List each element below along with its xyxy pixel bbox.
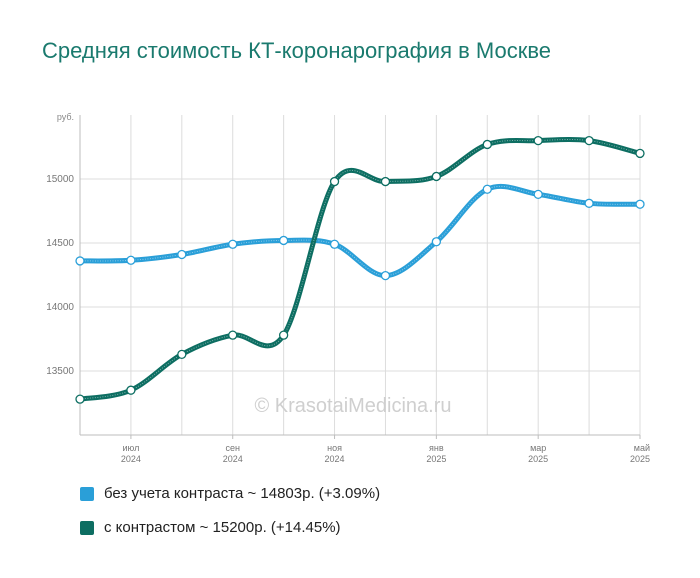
x-tick-label-month: июл <box>122 443 139 453</box>
x-axis-ticks: июл2024сен2024ноя2024янв2025мар2025май20… <box>121 435 650 464</box>
data-point <box>177 249 187 260</box>
series-line-texture-2 <box>79 138 641 400</box>
data-point <box>584 198 594 208</box>
x-tick-label-year: 2025 <box>528 454 548 464</box>
data-point <box>75 394 85 404</box>
y-tick-label: 14500 <box>46 238 74 249</box>
x-tick-label-year: 2024 <box>121 454 141 464</box>
data-point <box>380 270 391 281</box>
legend-swatch-no-contrast <box>80 486 94 501</box>
legend-label-no-contrast: без учета контраста ~ 14803р. (+3.09%) <box>104 485 381 502</box>
data-point <box>380 176 391 187</box>
y-tick-label: 15000 <box>46 174 74 185</box>
chart-title: Средняя стоимость КТ-коронарография в Мо… <box>42 38 551 63</box>
data-point <box>126 385 136 395</box>
data-point <box>177 349 187 360</box>
y-axis-ticks: 13500 14000 14500 15000 <box>46 174 74 377</box>
data-point <box>329 239 340 249</box>
x-tick-label-month: ноя <box>327 443 342 453</box>
data-point <box>635 199 645 209</box>
data-point <box>635 148 645 159</box>
data-point <box>482 139 492 150</box>
x-tick-label-month: янв <box>429 443 444 453</box>
legend-item-no-contrast: без учета контраста ~ 14803р. (+3.09%) <box>80 485 380 502</box>
y-tick-label: 13500 <box>46 366 74 377</box>
data-point <box>431 237 442 247</box>
grid-lines <box>79 115 641 436</box>
data-point <box>533 135 543 146</box>
x-tick-label-month: май <box>634 443 650 453</box>
data-point <box>533 189 543 200</box>
series-line-texture-1 <box>79 185 641 277</box>
data-point <box>126 255 136 265</box>
y-tick-label: 14000 <box>46 302 74 313</box>
legend-swatch-contrast <box>80 520 94 535</box>
legend-item-contrast: с контрастом ~ 15200р. (+14.45%) <box>80 519 341 536</box>
legend-label-contrast: с контрастом ~ 15200р. (+14.45%) <box>104 519 341 536</box>
x-tick-label-year: 2025 <box>630 454 650 464</box>
data-point <box>228 239 238 249</box>
x-tick-label-year: 2024 <box>325 454 345 464</box>
data-point <box>329 176 340 187</box>
data-point <box>278 235 289 246</box>
data-point <box>482 184 492 194</box>
data-point <box>584 135 594 146</box>
data-point <box>228 330 238 340</box>
x-tick-label-month: сен <box>225 443 240 453</box>
data-point <box>278 330 289 340</box>
data-point <box>75 256 85 266</box>
x-tick-label-month: мар <box>530 443 546 453</box>
x-tick-label-year: 2024 <box>223 454 243 464</box>
x-tick-label-year: 2025 <box>426 454 446 464</box>
series-lines <box>75 135 645 404</box>
data-point <box>431 171 442 182</box>
watermark: © KrasotaiMedicina.ru <box>254 395 451 417</box>
series-line-2 <box>77 136 643 402</box>
y-unit-label: руб. <box>57 112 74 122</box>
